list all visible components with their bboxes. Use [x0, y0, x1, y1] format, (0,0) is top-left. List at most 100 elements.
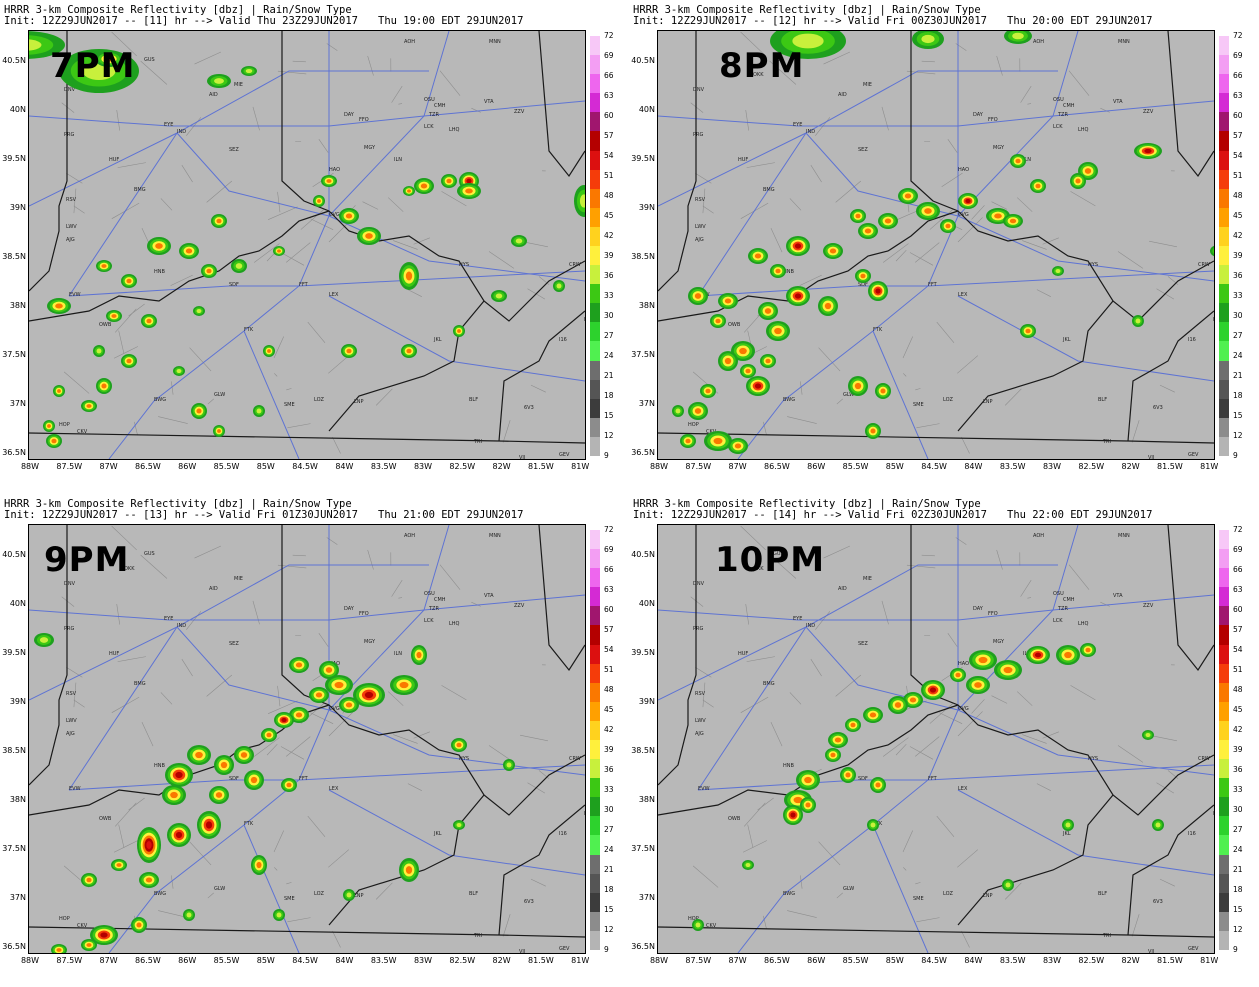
- panel-header-init: Init: 12Z29JUN2017 -- [11] hr --> Valid …: [4, 15, 523, 27]
- station-label: HUF: [109, 651, 119, 657]
- station-label: SME: [284, 402, 295, 408]
- colorbar-segment: [1219, 341, 1229, 362]
- colorbar-segment: [1219, 112, 1229, 132]
- colorbar-label: 24: [1233, 351, 1243, 360]
- latitude-label: 40N: [638, 599, 655, 608]
- station-label: BLF: [1098, 397, 1107, 403]
- colorbar-label: 45: [1233, 211, 1243, 220]
- storm-cell: [121, 354, 137, 368]
- longitude-label: 83W: [1042, 956, 1062, 965]
- storm-cell: [139, 872, 159, 888]
- longitude-label: 87W: [728, 462, 747, 471]
- station-label: LEX: [329, 292, 339, 298]
- colorbar-segment: [590, 341, 600, 362]
- station-label: SEZ: [229, 641, 239, 647]
- storm-cell: [183, 909, 195, 921]
- station-label: LHQ: [449, 127, 460, 133]
- storm-cell: [950, 668, 966, 682]
- station-label: LOZ: [943, 891, 954, 897]
- colorbar-label: 30: [1233, 805, 1243, 814]
- storm-cell: [241, 66, 257, 76]
- storm-cell: [231, 259, 247, 273]
- station-label: IND: [806, 623, 815, 629]
- state-borders: [29, 525, 585, 938]
- storm-cell: [845, 718, 861, 732]
- storm-cell: [403, 186, 415, 196]
- latitude-label: 36.5N: [2, 942, 26, 951]
- station-label: TZR: [1057, 606, 1068, 612]
- latitude-label: 38N: [9, 301, 26, 310]
- colorbar-label: 39: [1233, 251, 1243, 260]
- colorbar-segment: [1219, 549, 1229, 569]
- station-label: LHQ: [1078, 621, 1089, 627]
- colorbar-segment: [590, 892, 600, 913]
- station-label: GEV: [559, 452, 570, 458]
- latitude-label: 40.5N: [2, 550, 26, 559]
- station-label: AJG: [695, 731, 704, 737]
- station-label: VTA: [484, 593, 494, 599]
- panel-header-init: Init: 12Z29JUN2017 -- [14] hr --> Valid …: [633, 509, 1152, 521]
- storm-cell: [994, 660, 1022, 680]
- colorbar-label: 39: [1233, 745, 1243, 754]
- colorbar-label: 69: [1233, 545, 1243, 554]
- storm-cell: [770, 31, 846, 59]
- colorbar-label: 15: [1233, 411, 1243, 420]
- longitude-label: 83.5W: [370, 956, 397, 965]
- storm-cell: [1003, 214, 1023, 228]
- station-label: GUS: [144, 551, 155, 557]
- station-label: BKW: [1213, 317, 1214, 323]
- station-label: FFO: [988, 611, 998, 617]
- storm-cell: [141, 314, 157, 328]
- colorbar-segment: [1219, 417, 1229, 438]
- panel-header-init: Init: 12Z29JUN2017 -- [13] hr --> Valid …: [4, 509, 523, 521]
- storm-cell: [193, 306, 205, 316]
- station-label: AID: [209, 92, 218, 98]
- longitude-label: 86.5W: [135, 462, 161, 471]
- storm-cell: [53, 385, 65, 397]
- longitude-label: 81.5W: [1157, 956, 1183, 965]
- longitude-label: 84.5W: [292, 956, 318, 965]
- init-valid-text: Init: 12Z29JUN2017 -- [11] hr --> Valid …: [4, 15, 359, 27]
- colorbar-segment: [1219, 74, 1229, 94]
- storm-cell: [399, 858, 419, 882]
- station-label: LCK: [424, 618, 434, 624]
- latitude-label: 40.5N: [2, 56, 26, 65]
- station-label: HAO: [329, 167, 340, 173]
- station-label: BWG: [783, 397, 795, 403]
- storm-cell: [274, 712, 294, 728]
- storm-cell: [966, 676, 990, 694]
- colorbar-segment: [1219, 911, 1229, 932]
- storm-cell: [451, 738, 467, 752]
- colorbar-label: 60: [604, 605, 614, 614]
- station-label: EVW: [69, 786, 81, 792]
- station-label: VJI: [519, 455, 525, 459]
- colorbar-segment: [590, 207, 600, 228]
- colorbar-segment: [590, 701, 600, 722]
- longitude-label: 85.5W: [213, 462, 240, 471]
- station-label: TZR: [428, 112, 439, 118]
- colorbar-segment: [590, 322, 600, 342]
- storm-cell: [1080, 643, 1096, 657]
- storm-cell: [868, 281, 888, 301]
- storm-cell: [253, 405, 265, 417]
- colorbar-label: 60: [1233, 605, 1243, 614]
- time-label: 8PM: [719, 46, 805, 86]
- colorbar-label: 72: [1233, 525, 1243, 534]
- station-label: CRW: [569, 262, 581, 268]
- storm-cell: [453, 325, 465, 337]
- latitude-label: 37.5N: [2, 350, 26, 359]
- storm-cell: [165, 763, 193, 787]
- longitude-label: 81W: [1200, 462, 1219, 471]
- longitude-label: 84W: [335, 956, 354, 965]
- longitude-label: 83W: [413, 956, 433, 965]
- station-label: MGY: [993, 145, 1005, 151]
- latitude-label: 40N: [638, 105, 655, 114]
- storm-cell: [1062, 819, 1074, 831]
- colorbar-segment: [590, 568, 600, 588]
- station-label: LNP: [354, 399, 364, 405]
- station-label: LNP: [354, 893, 364, 899]
- station-label: MGY: [364, 639, 376, 645]
- init-valid-text: Init: 12Z29JUN2017 -- [14] hr --> Valid …: [633, 509, 988, 521]
- colorbar-segment: [590, 284, 600, 304]
- colorbar-label: 12: [604, 925, 614, 934]
